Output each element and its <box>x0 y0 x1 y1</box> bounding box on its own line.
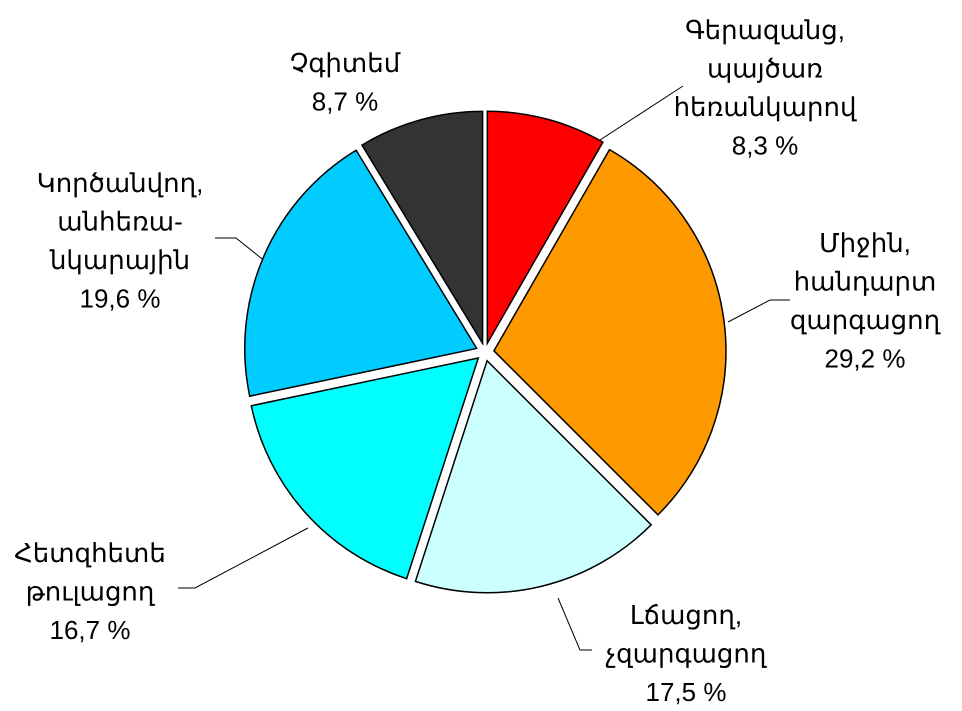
slice-label: Կործանվող, <box>37 168 204 198</box>
leader-line <box>215 237 267 263</box>
leader-line <box>178 527 309 589</box>
pie-slice <box>360 110 484 347</box>
slice-label: պայծառ <box>707 53 823 83</box>
slice-label: հեռանկարով <box>674 92 857 122</box>
value-label: 16,7 % <box>50 615 131 645</box>
leader-line <box>599 85 684 141</box>
slice-label: անհեռա- <box>57 206 183 236</box>
slice-label: Չգիտեմ <box>290 48 401 78</box>
value-label: 19,6 % <box>80 283 161 313</box>
slice-label: թուլացող <box>26 576 155 606</box>
value-label: 8,7 % <box>312 86 379 116</box>
slice-label: չզարգացող <box>606 638 767 668</box>
leader-line <box>557 597 592 651</box>
value-label: 17,5 % <box>646 677 727 707</box>
slice-label: զարգացող <box>790 305 941 335</box>
leader-line <box>727 299 790 323</box>
pie-slice <box>414 359 653 594</box>
slice-label: Գերազանց, <box>685 15 845 45</box>
pie-slice <box>250 357 480 580</box>
slice-label: Հետզհետե <box>14 538 166 568</box>
slice-label: Միջին, <box>819 228 911 258</box>
pie-slice <box>243 149 478 398</box>
slice-label: հանդարտ <box>794 266 937 296</box>
pie-slice <box>486 110 604 347</box>
value-label: 29,2 % <box>825 343 906 373</box>
pie-slice <box>492 148 727 516</box>
slice-label: նկարային <box>49 245 190 275</box>
slice-label: Լճացող, <box>630 600 742 630</box>
value-label: 8,3 % <box>732 130 799 160</box>
